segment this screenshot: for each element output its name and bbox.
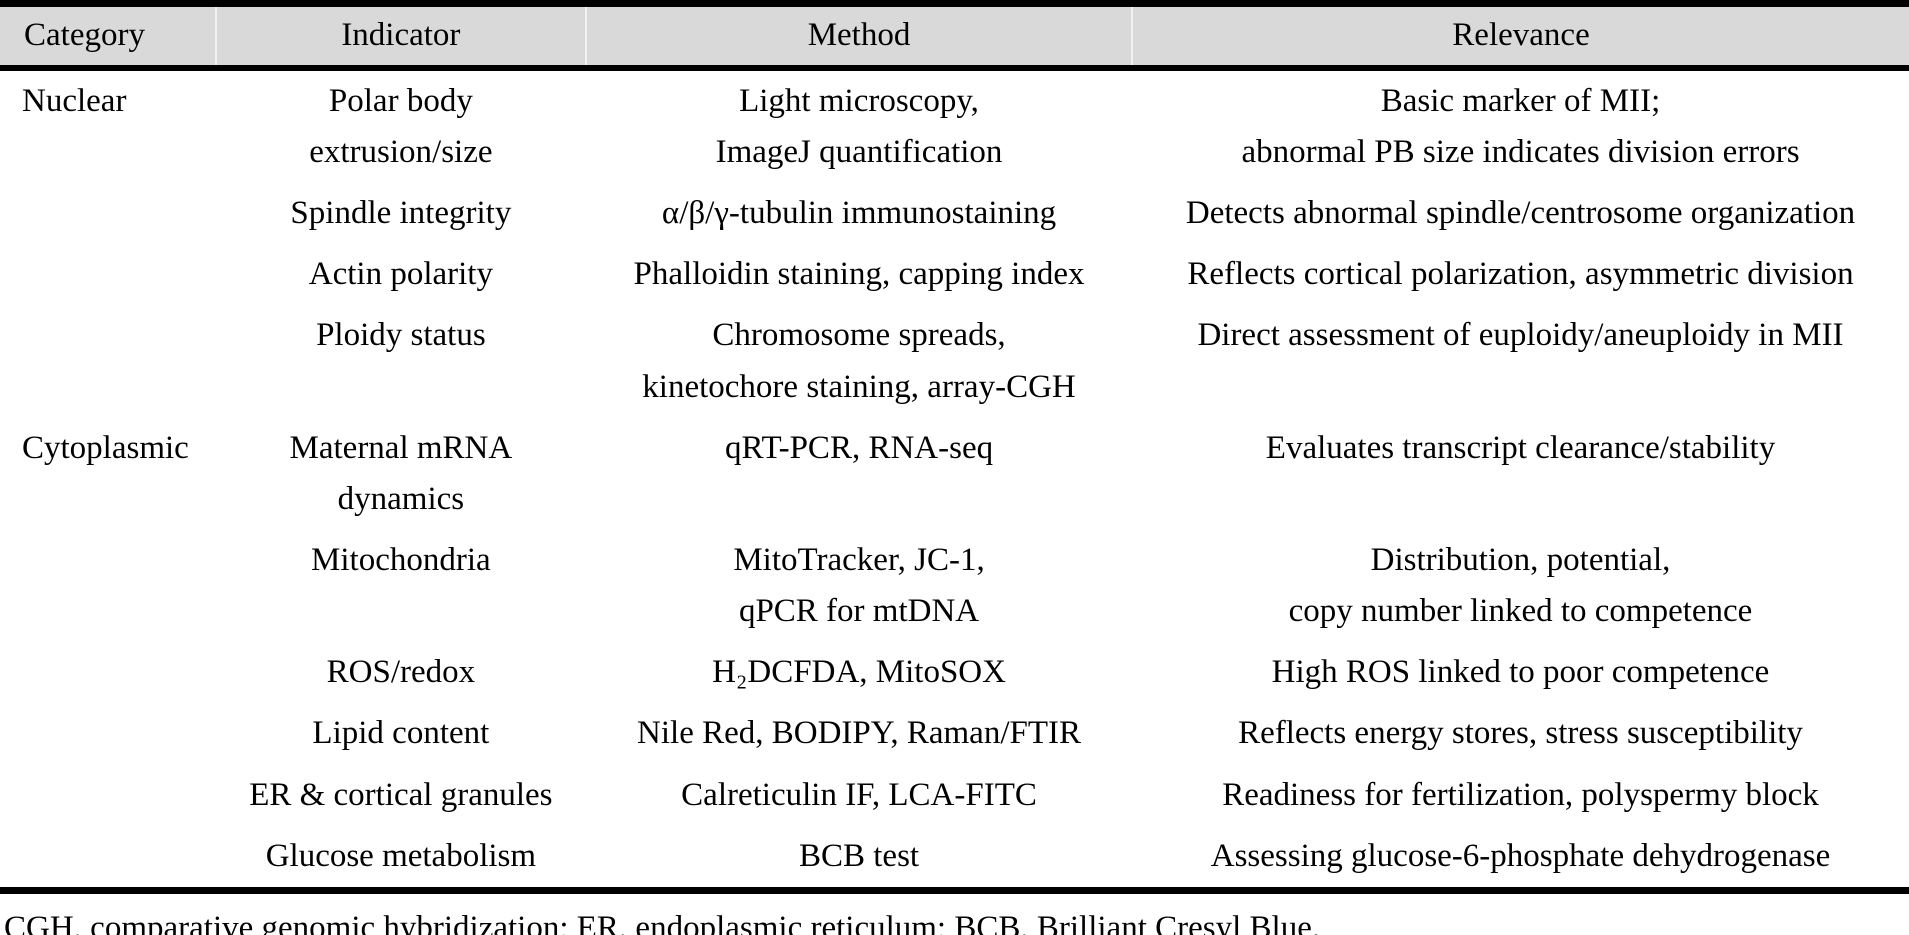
cell-relevance: Assessing glucose-6-phosphate dehydrogen… [1210, 837, 1831, 874]
cell-indicator: ER & cortical granules [249, 776, 553, 813]
cell-relevance: Detects abnormal spindle/centrosome orga… [1185, 195, 1856, 232]
table-row: Glucose metabolism BCB test Assessing gl… [0, 826, 1909, 891]
oocyte-quality-indicators-table: Category Indicator Method Relevance Nucl… [0, 0, 1909, 894]
table-row: Spindle integrity α/β/γ-tubulin immunost… [0, 183, 1909, 244]
column-header-category: Category [0, 3, 216, 71]
cell-method: α/β/γ-tubulin immunostaining [661, 195, 1057, 232]
cell-method: Nile Red, BODIPY, Raman/FTIR [637, 715, 1082, 752]
cell-category [0, 183, 216, 244]
cell-method: BCB test [798, 837, 920, 874]
cell-indicator: ROS/redox [326, 654, 476, 691]
cell-relevance: Direct assessment of euploidy/aneuploidy… [1197, 317, 1844, 354]
cell-category [0, 765, 216, 826]
column-header-indicator: Indicator [214, 3, 587, 71]
cell-category [0, 305, 216, 417]
cell-indicator: Polar body extrusion/size [309, 82, 493, 171]
cell-relevance: High ROS linked to poor competence [1271, 654, 1770, 691]
cell-category: Cytoplasmic [22, 429, 189, 466]
cell-method: Phalloidin staining, capping index [633, 256, 1085, 293]
cell-category [0, 244, 216, 305]
cell-indicator: Mitochondria [311, 542, 491, 579]
cell-category [0, 826, 216, 891]
cell-relevance: Reflects energy stores, stress susceptib… [1238, 715, 1803, 752]
cell-method: Light microscopy, ImageJ quantification [715, 82, 1003, 171]
table-row: Cytoplasmic Maternal mRNA dynamics qRT-P… [0, 418, 1909, 530]
table-row: Mitochondria MitoTracker, JC-1, qPCR for… [0, 530, 1909, 642]
cell-indicator: Maternal mRNA dynamics [289, 429, 513, 517]
cell-indicator: Lipid content [312, 715, 490, 752]
cell-relevance: Reflects cortical polarization, asymmetr… [1187, 256, 1854, 293]
table-footnote: CGH, comparative genomic hybridization; … [4, 909, 1321, 935]
cell-indicator: Ploidy status [316, 317, 486, 354]
cell-relevance: Evaluates transcript clearance/stability [1265, 429, 1776, 466]
cell-method: qRT-PCR, RNA-seq [724, 429, 994, 466]
cell-method: MitoTracker, JC-1, qPCR for mtDNA [733, 542, 985, 630]
cell-relevance: Distribution, potential, copy number lin… [1288, 542, 1753, 630]
cell-method: Calreticulin IF, LCA-FITC [681, 776, 1037, 813]
cell-category [0, 530, 216, 642]
cell-method: Chromosome spreads, kinetochore staining… [642, 317, 1076, 405]
table-row: ROS/redox H₂DCFDA, MitoSOX High ROS link… [0, 642, 1909, 703]
table-row: Ploidy status Chromosome spreads, kineto… [0, 305, 1909, 417]
cell-category: Nuclear [22, 82, 127, 119]
cell-relevance: Readiness for fertilization, polyspermy … [1222, 776, 1819, 813]
table-row: Actin polarity Phalloidin staining, capp… [0, 244, 1909, 305]
cell-method: H₂DCFDA, MitoSOX [712, 654, 1006, 691]
table-row: ER & cortical granules Calreticulin IF, … [0, 765, 1909, 826]
table-row: Lipid content Nile Red, BODIPY, Raman/FT… [0, 703, 1909, 764]
column-header-relevance: Relevance [1131, 3, 1909, 71]
cell-indicator: Spindle integrity [290, 195, 512, 232]
cell-indicator: Actin polarity [308, 256, 493, 293]
cell-relevance: Basic marker of MII; abnormal PB size in… [1241, 82, 1800, 171]
cell-indicator: Glucose metabolism [265, 837, 537, 874]
column-header-method: Method [585, 3, 1133, 71]
table-row: Nuclear Polar body extrusion/size Light … [0, 68, 1909, 183]
cell-category [0, 642, 216, 703]
header-row: Category Indicator Method Relevance [0, 3, 1909, 71]
cell-category [0, 703, 216, 764]
